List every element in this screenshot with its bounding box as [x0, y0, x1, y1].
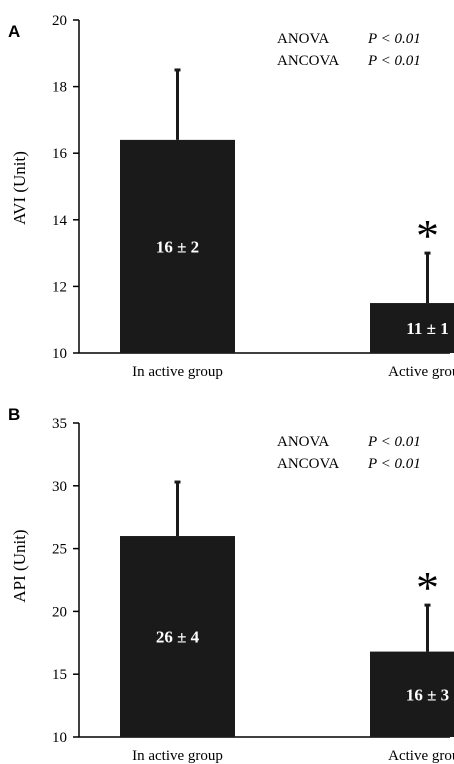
panel-b-y-tick-label: 30 [52, 479, 67, 495]
panel-b-bar-label: 16 ± 3 [406, 685, 449, 704]
panel-a-significance-star: * [416, 210, 439, 261]
panel-a-bar [370, 303, 454, 353]
panel-a-annotation-ancova-p: P < 0.01 [367, 53, 421, 69]
panel-a-y-tick-label: 14 [52, 213, 68, 229]
panel-b-y-tick-label: 25 [52, 542, 67, 558]
panel-a-letter: A [8, 22, 20, 41]
panel-a: A AVI (Unit) ANOVA P < 0.01 ANCOVA P < 0… [8, 13, 454, 380]
panel-b-y-tick-label: 10 [52, 730, 67, 746]
panel-a-y-tick-label: 10 [52, 346, 67, 362]
panel-b-bar [120, 536, 235, 737]
panel-a-bar-label: 11 ± 1 [406, 319, 448, 338]
panel-a-annotation-anova-p: P < 0.01 [367, 31, 421, 47]
panel-b-y-tick-label: 20 [52, 604, 67, 620]
panel-a-category-label: Active group [388, 364, 454, 380]
panel-a-bar-label: 16 ± 2 [156, 237, 199, 256]
panel-a-annotation-ancova: ANCOVA [277, 53, 339, 69]
panel-b-y-axis-label: API (Unit) [10, 529, 29, 602]
panel-b-category-label: Active group [388, 748, 454, 764]
panel-b: B API (Unit) ANOVA P < 0.01 ANCOVA P < 0… [8, 405, 454, 764]
panel-b-annotation-anova: ANOVA [277, 434, 329, 450]
panel-a-bar [120, 139, 235, 353]
panel-a-y-tick-label: 12 [52, 279, 67, 295]
panel-a-y-tick-label: 16 [52, 146, 68, 162]
panel-b-bar-label: 26 ± 4 [156, 628, 200, 647]
panel-b-category-label: In active group [132, 748, 223, 764]
panel-a-annotation-anova: ANOVA [277, 31, 329, 47]
panel-b-letter: B [8, 405, 20, 424]
panel-a-y-tick-label: 18 [52, 80, 67, 96]
panel-b-significance-star: * [416, 562, 439, 613]
panel-b-y-tick-label: 15 [52, 667, 67, 683]
panel-a-y-tick-label: 20 [52, 13, 67, 29]
panel-a-plot: 10 12 14 16 18 20 16 ± 2 In active group 11 ± 1 *… [52, 13, 454, 380]
panel-a-y-axis-label: AVI (Unit) [10, 151, 29, 225]
panel-b-annotation-anova-p: P < 0.01 [367, 434, 421, 450]
panel-b-plot: 10 15 20 25 30 35 26 ± 4 In active group 16 ± 3 *… [52, 416, 454, 764]
panel-b-annotation-ancova: ANCOVA [277, 456, 339, 472]
panel-b-annotation-ancova-p: P < 0.01 [367, 456, 421, 472]
panel-a-category-label: In active group [132, 364, 223, 380]
panel-b-y-tick-label: 35 [52, 416, 67, 432]
panel-b-bar [370, 651, 454, 737]
